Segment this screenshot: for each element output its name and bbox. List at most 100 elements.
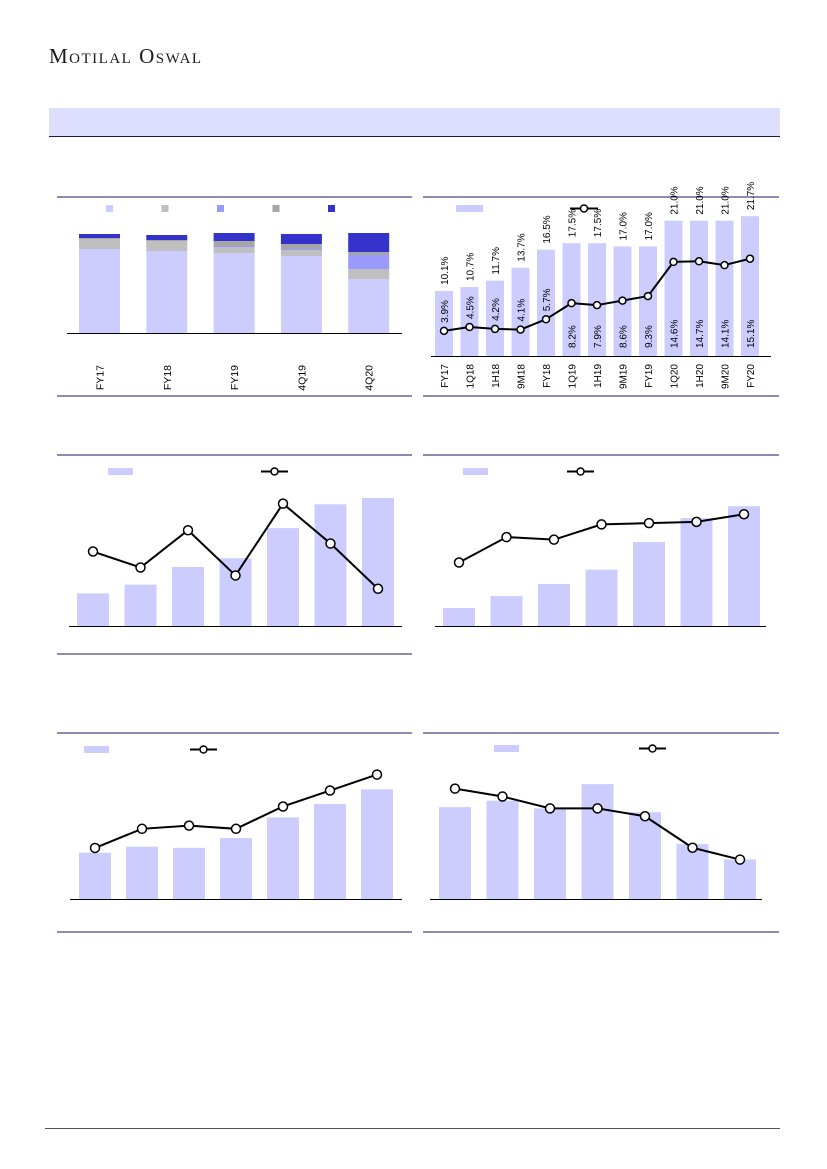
- bar: [690, 220, 708, 356]
- legend-marker: [270, 467, 279, 476]
- bar: [486, 800, 519, 899]
- chart-panel-3: [57, 453, 412, 656]
- bar: [314, 803, 346, 899]
- bar-line-chart-6: [423, 732, 779, 933]
- bar-data-label: 11.7%: [491, 247, 502, 275]
- line-point: [738, 508, 750, 520]
- bar-data-label: 17.0%: [619, 212, 630, 240]
- stacked-bar-segment: [348, 279, 390, 333]
- stacked-bar-segment: [146, 240, 188, 241]
- x-tick-label: 1Q19: [568, 364, 579, 389]
- stacked-bar-segment: [280, 244, 322, 249]
- stacked-bar-segment: [213, 233, 255, 241]
- bar-data-label: 10.1%: [440, 256, 451, 284]
- line-point: [687, 842, 698, 854]
- x-tick-label: 9M19: [619, 364, 630, 389]
- line-point: [643, 291, 653, 301]
- stacked-bar-segment: [146, 235, 188, 240]
- line-point: [745, 254, 755, 263]
- legend-bar-swatch: [108, 468, 133, 475]
- line-point: [465, 322, 474, 332]
- line-point: [490, 324, 500, 334]
- x-tick-label: FY18: [162, 365, 174, 390]
- bar-data-label: 17.5%: [593, 209, 604, 237]
- chart-panel-1: FY17 FY18 FY19 4Q19 4Q20: [57, 195, 412, 397]
- x-tick-label: 4Q19: [296, 365, 308, 391]
- bar: [460, 287, 479, 356]
- bar: [439, 807, 471, 899]
- bar: [534, 808, 566, 899]
- x-tick-label: FY18: [542, 364, 553, 388]
- bar: [537, 249, 555, 356]
- line-point: [439, 326, 449, 336]
- line-point: [691, 516, 702, 528]
- line-point: [324, 785, 336, 796]
- line-point: [325, 538, 336, 549]
- bar: [629, 812, 661, 899]
- x-tick-label: 4Q20: [364, 365, 376, 391]
- line-point: [501, 531, 512, 543]
- bar: [728, 506, 760, 626]
- bar: [588, 243, 606, 356]
- line-point: [371, 769, 383, 780]
- stacked-bar-segment: [348, 252, 390, 255]
- bar: [633, 542, 665, 626]
- bar-line-chart-3: [57, 454, 412, 655]
- bar-data-label: 17.5%: [568, 209, 579, 237]
- bar: [511, 267, 530, 356]
- x-tick-label: 1H20: [695, 364, 706, 388]
- legend-bar-swatch: [84, 746, 109, 753]
- legend-bar-swatch: [456, 205, 483, 212]
- x-tick-label: FY19: [644, 364, 655, 388]
- stacked-bar-segment: [280, 256, 322, 333]
- line-point: [230, 570, 241, 581]
- x-tick-label: 9M20: [721, 364, 732, 389]
- bar: [79, 852, 111, 899]
- bar-line-chart-5: [57, 732, 412, 933]
- chart-panel-2: 10.1% 3.9% FY17 10.7% 4.5% 1Q18 11.7% 4.2% 1H18 1…: [423, 182, 779, 397]
- bar: [741, 216, 759, 356]
- line-point: [694, 257, 704, 266]
- x-tick-label: 1Q20: [670, 364, 681, 389]
- stacked-bar-segment: [146, 251, 188, 333]
- legend-swatch: [272, 205, 280, 212]
- line-data-label: 7.9%: [593, 325, 604, 348]
- x-tick-label: FY17: [95, 365, 107, 390]
- bar: [77, 593, 109, 626]
- stacked-bar-segment: [348, 233, 390, 252]
- line-point: [449, 783, 461, 794]
- bar-data-label: 10.7%: [466, 253, 477, 281]
- stacked-bar-segment: [79, 234, 120, 238]
- stacked-bar-segment: [280, 249, 322, 250]
- bar: [124, 584, 157, 626]
- line-point: [89, 842, 101, 854]
- line-data-label: 3.9%: [440, 300, 451, 323]
- bar: [267, 528, 299, 626]
- x-tick-label: 1H18: [491, 364, 502, 388]
- line-data-label: 14.7%: [695, 320, 706, 348]
- chart-panel-6: [423, 731, 779, 933]
- line-point: [548, 534, 560, 545]
- line-point: [618, 296, 627, 305]
- chart-panel-4: [423, 453, 779, 656]
- bar: [490, 596, 523, 626]
- line-point: [596, 519, 607, 530]
- line-point: [567, 298, 576, 308]
- line-point: [720, 260, 729, 270]
- x-tick-label: FY20: [746, 364, 757, 388]
- chart-panel-5: [57, 731, 412, 933]
- x-tick-label: 9M18: [517, 364, 528, 389]
- line-data-label: 14.1%: [721, 320, 732, 348]
- line-point: [136, 823, 148, 835]
- stacked-bar-segment: [79, 238, 120, 239]
- bar-data-label: 21.0%: [695, 186, 706, 214]
- x-tick-label: FY17: [440, 364, 451, 388]
- bar: [173, 847, 205, 899]
- line-point: [639, 810, 651, 822]
- x-tick-label: 1Q18: [466, 364, 477, 389]
- bar: [724, 859, 756, 899]
- line-point: [230, 823, 242, 835]
- stacked-bar-segment: [79, 239, 120, 249]
- bar: [362, 498, 394, 626]
- line-point: [135, 562, 146, 573]
